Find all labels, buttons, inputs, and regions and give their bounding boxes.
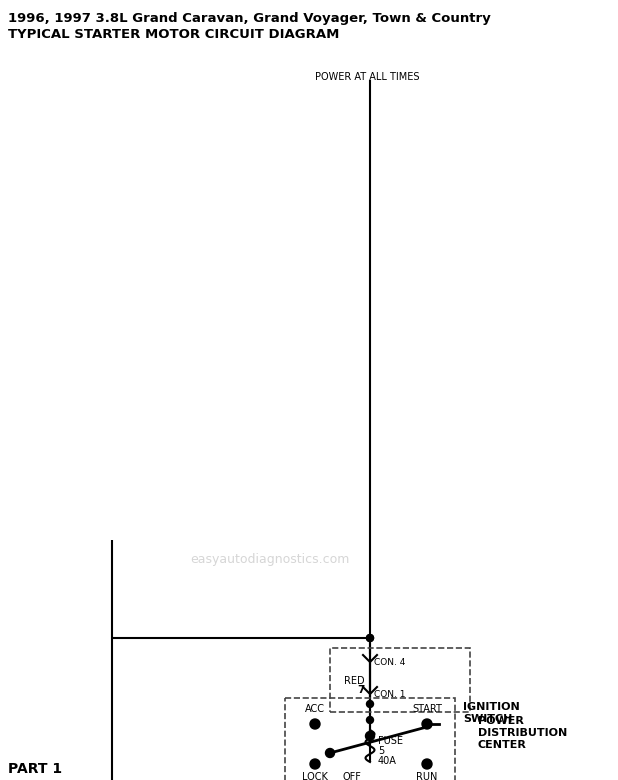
Circle shape bbox=[310, 719, 320, 729]
Text: RED: RED bbox=[344, 676, 365, 686]
Bar bbox=[330, 648, 470, 712]
Text: OFF: OFF bbox=[342, 772, 362, 780]
Circle shape bbox=[366, 717, 373, 724]
Circle shape bbox=[422, 719, 432, 729]
Text: CON. 1: CON. 1 bbox=[374, 690, 405, 699]
Text: IGNITION: IGNITION bbox=[463, 702, 520, 712]
Circle shape bbox=[365, 732, 375, 740]
Circle shape bbox=[366, 700, 373, 707]
Circle shape bbox=[422, 759, 432, 769]
Text: 40A: 40A bbox=[378, 756, 397, 766]
Text: easyautodiagnostics.com: easyautodiagnostics.com bbox=[190, 554, 350, 566]
Circle shape bbox=[366, 634, 373, 641]
Bar bbox=[285, 698, 455, 780]
Text: FUSE: FUSE bbox=[378, 736, 403, 746]
Text: 1996, 1997 3.8L Grand Caravan, Grand Voyager, Town & Country: 1996, 1997 3.8L Grand Caravan, Grand Voy… bbox=[8, 12, 491, 25]
Text: TYPICAL STARTER MOTOR CIRCUIT DIAGRAM: TYPICAL STARTER MOTOR CIRCUIT DIAGRAM bbox=[8, 28, 339, 41]
Circle shape bbox=[326, 749, 334, 757]
Text: CENTER: CENTER bbox=[478, 740, 527, 750]
Text: DISTRIBUTION: DISTRIBUTION bbox=[478, 728, 567, 738]
Text: 7: 7 bbox=[358, 685, 365, 695]
Text: LOCK: LOCK bbox=[302, 772, 328, 780]
Text: CON. 4: CON. 4 bbox=[374, 658, 405, 667]
Text: POWER AT ALL TIMES: POWER AT ALL TIMES bbox=[315, 72, 420, 82]
Text: 5: 5 bbox=[378, 746, 384, 756]
Circle shape bbox=[310, 759, 320, 769]
Circle shape bbox=[366, 634, 373, 641]
Text: SWITCH: SWITCH bbox=[463, 714, 512, 724]
Text: ACC: ACC bbox=[305, 704, 325, 714]
Text: PART 1: PART 1 bbox=[8, 762, 62, 776]
Text: POWER: POWER bbox=[478, 716, 524, 726]
Text: RUN: RUN bbox=[417, 772, 438, 780]
Text: START: START bbox=[412, 704, 442, 714]
